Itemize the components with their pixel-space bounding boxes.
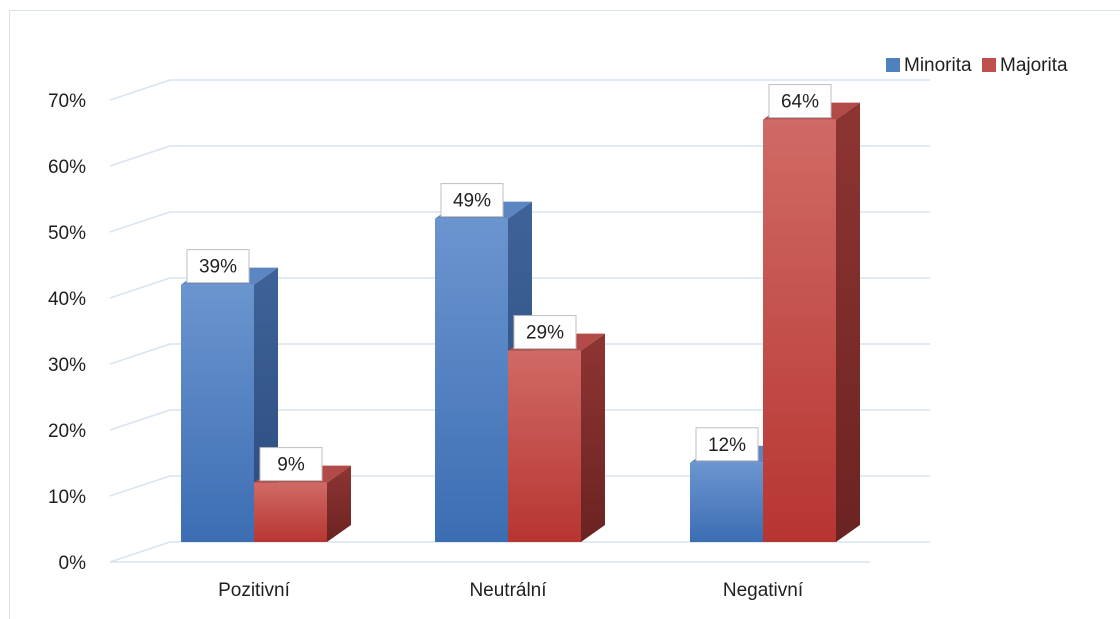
data-label-box bbox=[440, 183, 504, 218]
gridline-depth bbox=[109, 343, 171, 365]
data-label: 29% bbox=[513, 315, 577, 350]
legend-label-minorita: Minorita bbox=[904, 55, 972, 76]
data-label-text: 12% bbox=[708, 435, 746, 456]
bar-side-majorita bbox=[836, 102, 860, 542]
x-category-label: Neutrální bbox=[469, 580, 547, 601]
x-category-label: Pozitivní bbox=[218, 580, 291, 601]
data-label-text: 9% bbox=[277, 455, 305, 476]
data-label: 12% bbox=[695, 427, 759, 462]
y-axis-ticks: 0% 10% 20% 30% 40% 50% 60% 70% bbox=[48, 91, 86, 574]
legend-swatch-minorita bbox=[886, 58, 900, 72]
data-label-box bbox=[768, 84, 832, 119]
data-label: 9% bbox=[259, 447, 323, 482]
data-label-text: 39% bbox=[199, 257, 237, 278]
y-tick-label: 20% bbox=[48, 421, 86, 442]
data-label-text: 64% bbox=[781, 92, 819, 113]
y-tick-label: 60% bbox=[48, 157, 86, 178]
bar-minorita bbox=[181, 284, 254, 542]
data-label-box bbox=[695, 427, 759, 462]
legend-swatch-majorita bbox=[982, 58, 996, 72]
data-label-text: 49% bbox=[453, 191, 491, 212]
gridline-depth bbox=[109, 409, 171, 431]
y-tick-label: 50% bbox=[48, 223, 86, 244]
data-label-box bbox=[513, 315, 577, 350]
y-tick-label: 0% bbox=[59, 553, 87, 574]
chart-area bbox=[9, 10, 1120, 619]
bar-minorita bbox=[435, 218, 508, 542]
data-label-box bbox=[186, 249, 250, 284]
gridline-depth bbox=[109, 211, 171, 233]
data-label: 39% bbox=[186, 249, 250, 284]
data-labels: 39% 9% 49% 29% 12% 64% bbox=[186, 84, 832, 482]
legend-label-majorita: Majorita bbox=[1000, 55, 1068, 76]
data-label: 49% bbox=[440, 183, 504, 218]
legend: Minorita Majorita bbox=[886, 55, 1068, 76]
x-axis-categories: Pozitivní Neutrální Negativní bbox=[218, 580, 804, 601]
x-category-label: Negativní bbox=[723, 580, 804, 601]
y-tick-label: 40% bbox=[48, 289, 86, 310]
gridline-depth bbox=[109, 79, 171, 101]
data-label: 64% bbox=[768, 84, 832, 119]
y-tick-label: 70% bbox=[48, 91, 86, 112]
bar-minorita bbox=[690, 462, 763, 542]
y-tick-label: 10% bbox=[48, 487, 86, 508]
bar-majorita bbox=[508, 350, 581, 542]
gridline-depth bbox=[109, 475, 171, 497]
gridline-depth bbox=[109, 277, 171, 299]
y-tick-label: 30% bbox=[48, 355, 86, 376]
gridline-depth bbox=[109, 145, 171, 167]
data-label-box bbox=[259, 447, 323, 482]
data-label-text: 29% bbox=[526, 323, 564, 344]
bar-majorita bbox=[763, 119, 836, 542]
bar-majorita bbox=[254, 482, 327, 542]
bar-side-majorita bbox=[581, 333, 605, 542]
gridline-depth bbox=[109, 541, 171, 563]
bar-side-majorita bbox=[327, 465, 351, 542]
